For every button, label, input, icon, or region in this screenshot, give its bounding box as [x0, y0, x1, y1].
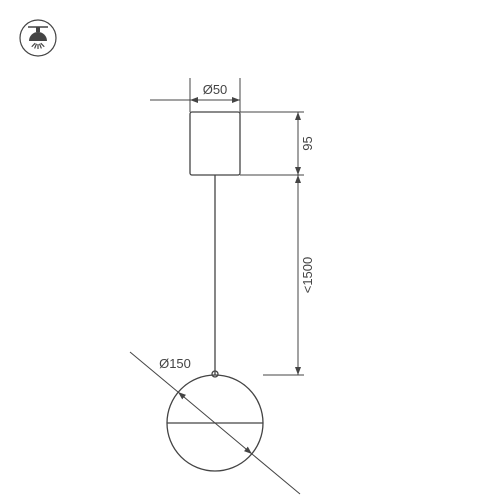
label-wire-length: <1500: [300, 257, 315, 294]
ceiling-canopy: [190, 112, 240, 175]
label-canopy-height: 95: [300, 136, 315, 150]
technical-drawing: Ø50 95 <1500 Ø150: [0, 0, 500, 500]
label-top-diameter: Ø50: [203, 82, 228, 97]
label-ball-diameter: Ø150: [159, 356, 191, 371]
